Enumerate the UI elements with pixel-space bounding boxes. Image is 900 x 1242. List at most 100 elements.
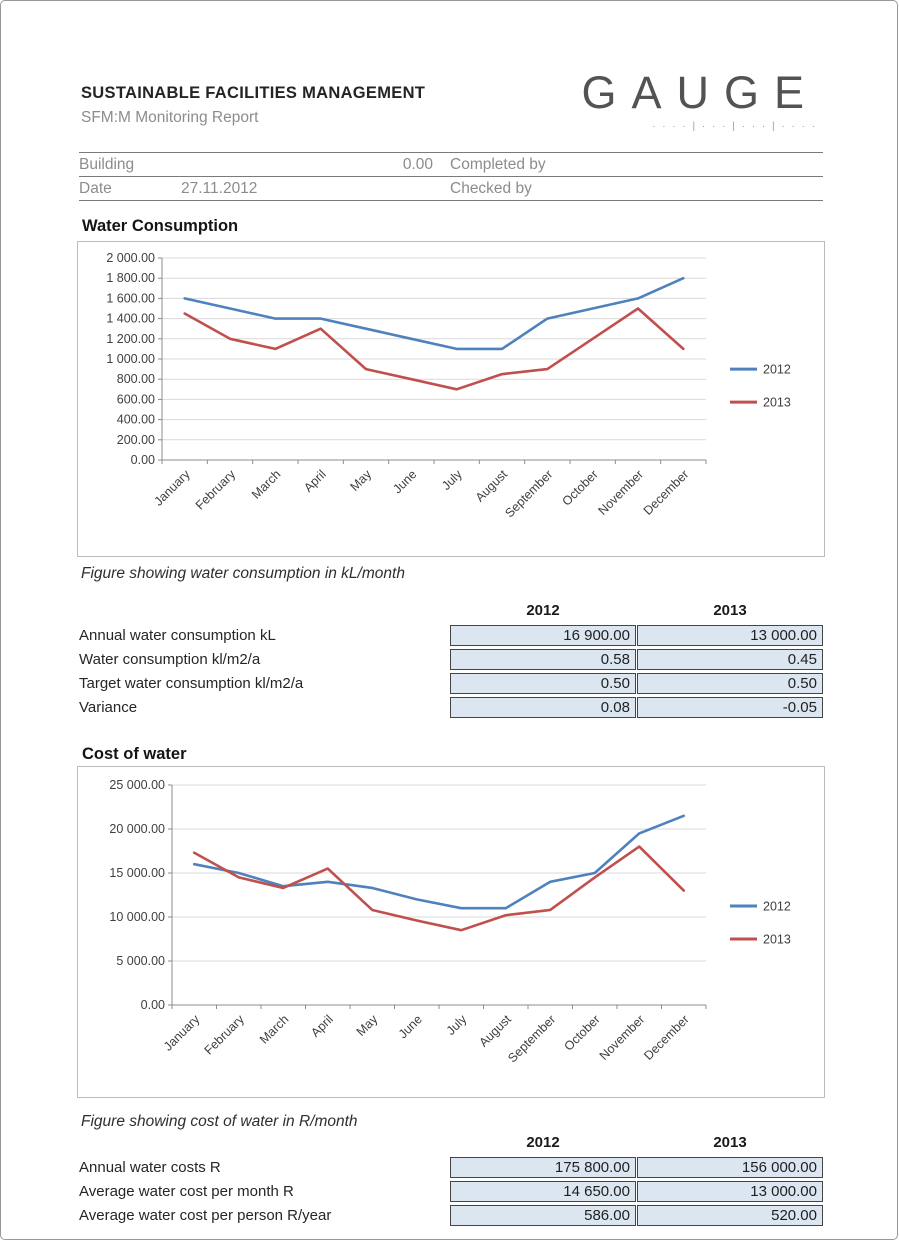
water-consumption-chart: 0.00 200.00 400.00 600.00 800.00 1 000.00 1 20…: [77, 241, 825, 557]
cell-2012: 586.00: [450, 1205, 636, 1226]
completed-by-label: Completed by: [450, 155, 546, 173]
cell-2012: 0.08: [450, 697, 636, 718]
svg-text:20 000.00: 20 000.00: [109, 822, 165, 836]
svg-text:2013: 2013: [763, 396, 791, 410]
table-row: Average water cost per person R/year 586…: [79, 1205, 823, 1226]
svg-text:0.00: 0.00: [141, 998, 165, 1012]
svg-text:August: August: [473, 467, 511, 505]
svg-text:February: February: [193, 467, 239, 513]
svg-text:1 600.00: 1 600.00: [106, 291, 155, 305]
column-header-2012: 2012: [526, 602, 560, 619]
svg-text:September: September: [502, 467, 555, 520]
svg-text:November: November: [595, 467, 646, 518]
svg-text:May: May: [354, 1012, 381, 1039]
table-row: Variance 0.08 -0.05: [79, 697, 823, 718]
svg-text:April: April: [308, 1012, 336, 1040]
building-label: Building: [79, 155, 135, 173]
row-label: Annual water costs R: [79, 1159, 221, 1176]
table-header-row: 2012 2013: [79, 1134, 823, 1154]
cell-2013: 0.50: [637, 673, 823, 694]
cell-2013: -0.05: [637, 697, 823, 718]
row-label: Average water cost per month R: [79, 1183, 294, 1200]
cell-2013: 520.00: [637, 1205, 823, 1226]
column-header-2013: 2013: [713, 1134, 747, 1151]
svg-text:10 000.00: 10 000.00: [109, 910, 165, 924]
svg-text:December: December: [641, 1012, 692, 1063]
svg-text:December: December: [641, 467, 692, 518]
svg-text:March: March: [257, 1012, 291, 1046]
svg-text:25 000.00: 25 000.00: [109, 778, 165, 792]
report-subtitle: SFM:M Monitoring Report: [81, 109, 259, 126]
svg-text:May: May: [348, 467, 375, 494]
cost-chart-caption: Figure showing cost of water in R/month: [81, 1113, 358, 1130]
table-row: Annual water consumption kL 16 900.00 13…: [79, 625, 823, 646]
svg-text:October: October: [559, 467, 600, 508]
svg-text:15 000.00: 15 000.00: [109, 866, 165, 880]
svg-text:June: June: [390, 467, 419, 496]
svg-text:March: March: [249, 467, 283, 501]
cell-2013: 0.45: [637, 649, 823, 670]
svg-text:2012: 2012: [763, 900, 791, 914]
svg-text:2012: 2012: [763, 363, 791, 377]
date-label: Date: [79, 179, 112, 197]
row-label: Annual water consumption kL: [79, 627, 276, 644]
cell-2012: 175 800.00: [450, 1157, 636, 1178]
svg-text:200.00: 200.00: [117, 433, 155, 447]
water-metrics-table: 2012 2013 Annual water consumption kL 16…: [79, 602, 823, 718]
water-consumption-heading: Water Consumption: [82, 217, 239, 235]
meta-row-building: Building 0.00 Completed by: [79, 153, 823, 177]
svg-text:January: January: [151, 467, 193, 509]
svg-text:April: April: [301, 467, 329, 495]
checked-by-label: Checked by: [450, 179, 532, 197]
cost-metrics-table: 2012 2013 Annual water costs R 175 800.0…: [79, 1134, 823, 1226]
svg-text:January: January: [161, 1012, 203, 1054]
table-row: Average water cost per month R 14 650.00…: [79, 1181, 823, 1202]
cell-2013: 13 000.00: [637, 1181, 823, 1202]
table-row: Annual water costs R 175 800.00 156 000.…: [79, 1157, 823, 1178]
svg-text:1 200.00: 1 200.00: [106, 332, 155, 346]
svg-text:October: October: [562, 1012, 603, 1053]
svg-text:1 000.00: 1 000.00: [106, 352, 155, 366]
svg-text:0.00: 0.00: [131, 453, 155, 467]
svg-text:600.00: 600.00: [117, 392, 155, 406]
row-label: Water consumption kl/m2/a: [79, 651, 261, 668]
report-meta-table: Building 0.00 Completed by Date 27.11.20…: [79, 152, 823, 201]
cell-2013: 13 000.00: [637, 625, 823, 646]
svg-text:400.00: 400.00: [117, 413, 155, 427]
date-value: 27.11.2012: [181, 179, 258, 197]
svg-text:September: September: [505, 1012, 558, 1065]
gauge-logo: GAUGE: [581, 67, 819, 118]
svg-text:July: July: [439, 467, 465, 493]
svg-text:November: November: [597, 1012, 648, 1063]
cost-of-water-chart: 0.00 5 000.00 10 000.00 15 000.00 20 000.00 2…: [77, 766, 825, 1098]
svg-text:June: June: [396, 1012, 425, 1041]
cell-2012: 0.58: [450, 649, 636, 670]
svg-text:5 000.00: 5 000.00: [116, 954, 165, 968]
svg-text:2 000.00: 2 000.00: [106, 251, 155, 265]
cell-2012: 0.50: [450, 673, 636, 694]
svg-text:1 400.00: 1 400.00: [106, 312, 155, 326]
column-header-2012: 2012: [526, 1134, 560, 1151]
svg-text:800.00: 800.00: [117, 372, 155, 386]
cell-2012: 14 650.00: [450, 1181, 636, 1202]
report-title: SUSTAINABLE FACILITIES MANAGEMENT: [81, 84, 426, 102]
column-header-2013: 2013: [713, 602, 747, 619]
svg-text:August: August: [476, 1012, 514, 1050]
svg-text:2013: 2013: [763, 933, 791, 947]
cell-2012: 16 900.00: [450, 625, 636, 646]
row-label: Variance: [79, 699, 138, 716]
gauge-logo-dots: · · · · | · · · | · · · | · · · ·: [652, 121, 817, 132]
row-label: Target water consumption kl/m2/a: [79, 675, 304, 692]
table-header-spacer: [79, 1134, 449, 1154]
table-row: Target water consumption kl/m2/a 0.50 0.…: [79, 673, 823, 694]
row-label: Average water cost per person R/year: [79, 1207, 332, 1224]
table-row: Water consumption kl/m2/a 0.58 0.45: [79, 649, 823, 670]
building-value: 0.00: [402, 155, 433, 173]
water-chart-caption: Figure showing water consumption in kL/m…: [81, 565, 405, 582]
svg-text:February: February: [202, 1012, 248, 1058]
svg-text:July: July: [444, 1012, 470, 1038]
cell-2013: 156 000.00: [637, 1157, 823, 1178]
cost-of-water-heading: Cost of water: [82, 745, 187, 763]
table-header-row: 2012 2013: [79, 602, 823, 622]
